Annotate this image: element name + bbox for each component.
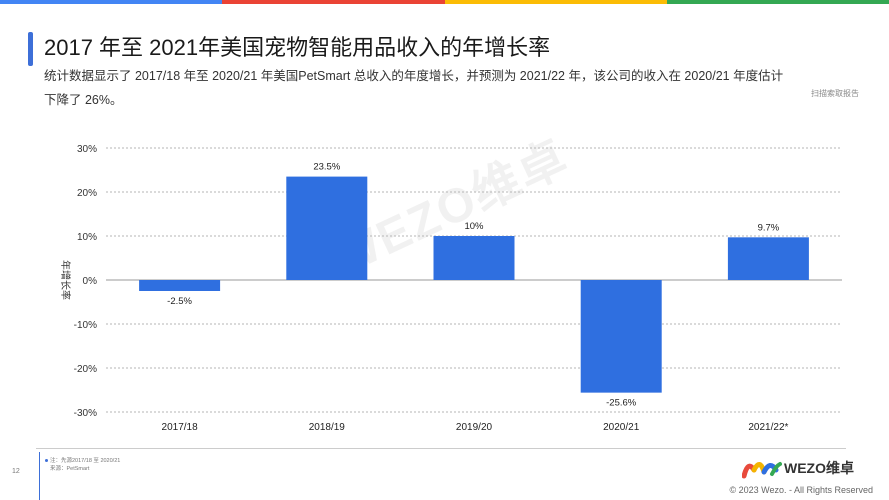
wezo-logo: WEZO维卓 [742, 456, 854, 480]
footer-divider [36, 448, 846, 449]
x-tick-label: 2020/21 [603, 422, 640, 433]
top-color-stripe [0, 0, 889, 4]
data-label: 9.7% [758, 222, 780, 233]
y-tick-label: -20% [74, 364, 97, 375]
bar-chart: 30% 20% 10% 0% -10% -20% -30% 年增长率 -2.5% 2017/18 2… [59, 144, 842, 433]
source-line-1: 注：先源2017/18 至 2020/21 [50, 458, 121, 464]
x-tick-label: 2021/22* [748, 422, 788, 433]
bar [286, 176, 368, 280]
footer-left-rule [39, 452, 40, 500]
source-note: 注：先源2017/18 至 2020/21 来源：PetSmart [50, 457, 120, 473]
page-title: 2017 年至 2021年美国宠物智能用品收入的年增长率 [44, 35, 551, 60]
y-tick-label: 10% [77, 232, 97, 243]
wezo-logo-icon [742, 462, 782, 479]
title-accent-bar [28, 32, 33, 66]
y-tick-label: 30% [77, 144, 97, 155]
copyright: © 2023 Wezo. - All Rights Reserved [729, 485, 873, 495]
x-tick-label: 2018/19 [309, 422, 346, 433]
page-number: 12 [12, 468, 20, 475]
y-tick-label: -10% [74, 320, 97, 331]
source-bullet [45, 459, 48, 462]
logo-text: WEZO维卓 [784, 460, 854, 476]
data-label: 10% [464, 221, 484, 232]
data-label: -25.6% [606, 398, 637, 409]
y-tick-label: 20% [77, 188, 97, 199]
page-subtitle: 统计数据显示了 2017/18 年至 2020/21 年美国PetSmart 总… [44, 69, 784, 107]
y-tick-label: -30% [74, 408, 97, 419]
data-label: 23.5% [313, 162, 340, 173]
source-line-2: 来源：PetSmart [50, 466, 90, 472]
x-tick-label: 2019/20 [456, 422, 493, 433]
y-axis-label: 年增长率 [59, 260, 72, 300]
bar [433, 236, 515, 280]
bar [727, 237, 809, 280]
bar [580, 280, 662, 393]
report-link[interactable]: 扫描索取报告 [811, 89, 859, 98]
y-tick-label: 0% [83, 276, 98, 287]
data-label: -2.5% [167, 296, 192, 307]
x-tick-label: 2017/18 [162, 422, 199, 433]
bar [139, 280, 221, 291]
